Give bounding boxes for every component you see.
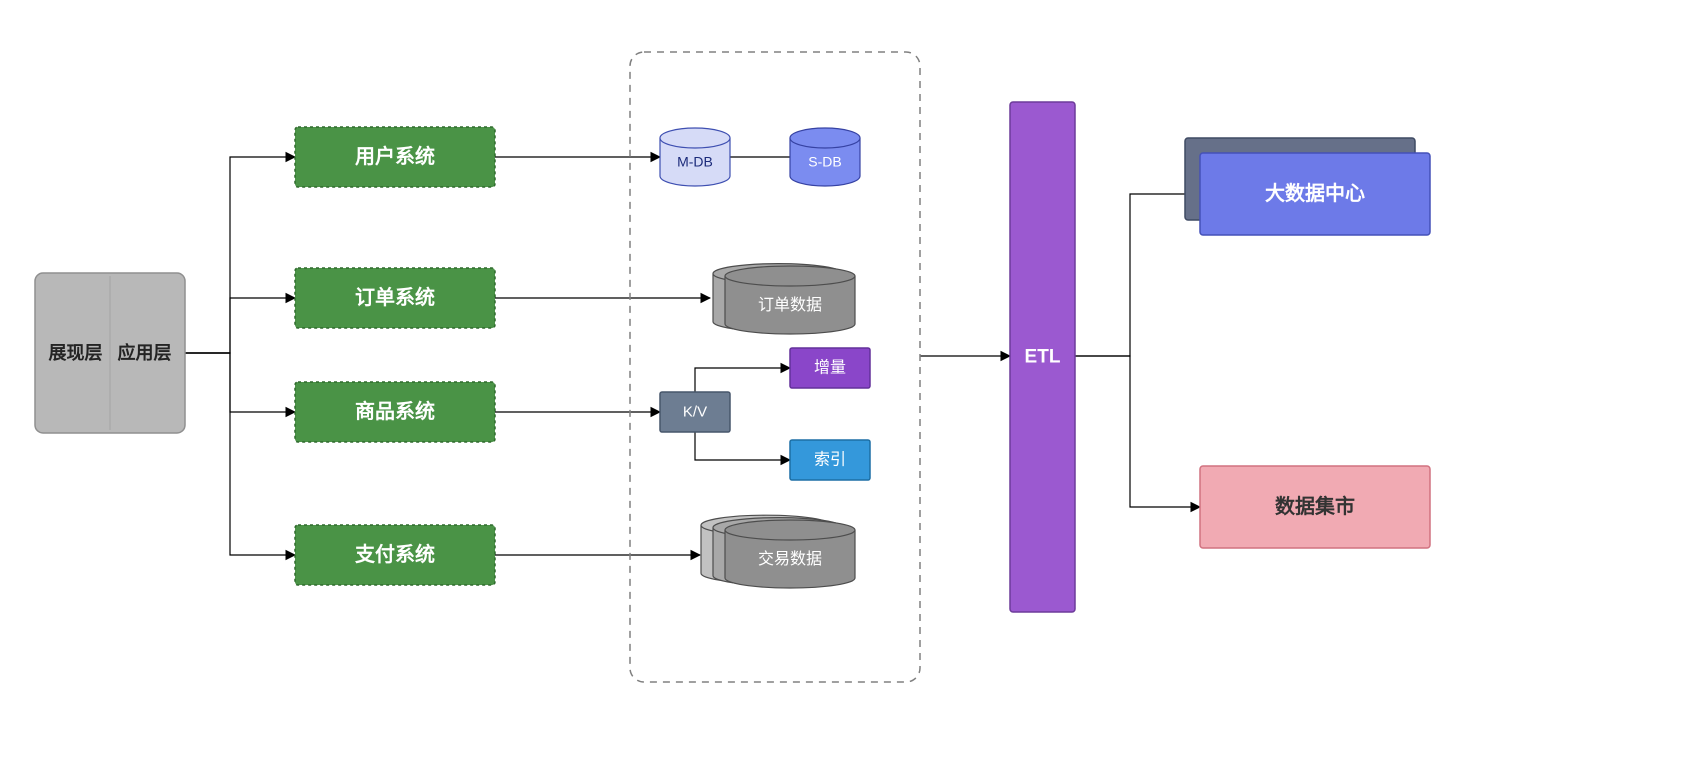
layers-to-user [185, 157, 295, 353]
node-order_sys: 订单系统 [295, 268, 495, 328]
node-index-label: 索引 [814, 451, 846, 469]
etl-to-datamart [1075, 356, 1200, 507]
nodes-layer: 展现层应用层 用户系统订单系统商品系统支付系统 M-DB S-DB 订单数据 K/V 增量索… [35, 52, 1430, 682]
node-datamart-label: 数据集市 [1275, 494, 1355, 518]
node-index: 索引 [790, 440, 870, 480]
node-layers: 展现层应用层 [35, 273, 185, 433]
node-bigdata: 大数据中心 [1200, 153, 1430, 235]
etl-to-bigdata [1075, 194, 1200, 356]
node-kv: K/V [660, 392, 730, 432]
layers-to-product [185, 353, 295, 412]
node-layers-left-label: 展现层 [49, 343, 103, 363]
node-sdb: S-DB [790, 128, 860, 186]
node-order_data-label: 订单数据 [758, 296, 822, 314]
kv-to-delta [695, 368, 790, 392]
node-layers-right-label: 应用层 [118, 342, 172, 363]
node-bigdata-label: 大数据中心 [1265, 181, 1365, 205]
node-txn_data-label: 交易数据 [758, 550, 822, 568]
node-pay_sys-label: 支付系统 [355, 542, 435, 566]
node-order_sys-label: 订单系统 [355, 285, 435, 309]
node-user_sys: 用户系统 [295, 127, 495, 187]
node-etl: ETL [1010, 102, 1075, 612]
node-pay_sys: 支付系统 [295, 525, 495, 585]
node-mdb: M-DB [660, 128, 730, 186]
node-etl-label: ETL [1025, 347, 1061, 368]
node-user_sys-label: 用户系统 [355, 144, 435, 168]
node-mdb-label: M-DB [677, 154, 713, 170]
node-product_sys-label: 商品系统 [355, 399, 435, 423]
architecture-diagram: 展现层应用层 用户系统订单系统商品系统支付系统 M-DB S-DB 订单数据 K/V 增量索… [0, 0, 1706, 783]
node-txn_data: 交易数据 [701, 515, 855, 588]
node-delta: 增量 [790, 348, 870, 388]
kv-to-index [695, 432, 790, 460]
node-product_sys: 商品系统 [295, 382, 495, 442]
node-delta-label: 增量 [814, 359, 846, 377]
node-datamart: 数据集市 [1200, 466, 1430, 548]
layers-to-pay [185, 353, 295, 555]
node-sdb-label: S-DB [808, 154, 841, 170]
node-kv-label: K/V [683, 404, 707, 421]
node-order_data: 订单数据 [713, 264, 855, 334]
layers-to-order [185, 298, 295, 353]
